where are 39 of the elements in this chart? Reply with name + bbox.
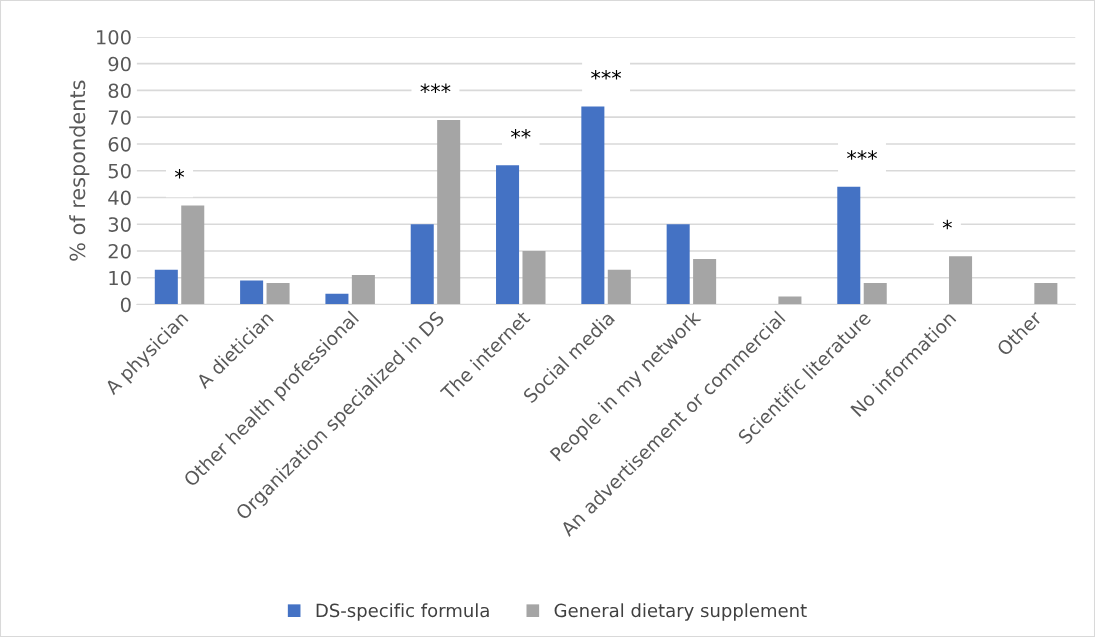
bar xyxy=(351,275,375,305)
y-axis-title: % of respondents xyxy=(69,80,90,261)
bar xyxy=(154,269,178,305)
y-tick-label: 100 xyxy=(97,29,131,45)
annotation: ** xyxy=(510,128,531,139)
bar xyxy=(410,224,434,305)
y-tick-label: 20 xyxy=(108,243,131,259)
annotation: * xyxy=(942,219,952,230)
annotation: *** xyxy=(847,150,878,160)
y-tick-label: 80 xyxy=(108,83,131,99)
y-tick-label: 50 xyxy=(108,163,131,179)
bar xyxy=(181,205,205,305)
bar xyxy=(863,283,887,305)
y-tick-label: 30 xyxy=(108,217,131,232)
annotation: *** xyxy=(420,83,451,93)
bar xyxy=(266,283,290,305)
y-tick-label: 40 xyxy=(108,190,131,206)
bar xyxy=(325,293,349,305)
bar xyxy=(949,256,973,305)
bar xyxy=(693,259,717,305)
bar xyxy=(496,165,520,305)
bar xyxy=(437,119,461,305)
bar xyxy=(581,106,605,305)
bar xyxy=(607,269,631,305)
annotation: *** xyxy=(591,70,622,80)
bar xyxy=(240,280,264,305)
legend-label: General dietary supplement xyxy=(554,603,807,621)
y-tick-label: 60 xyxy=(108,136,131,152)
bar xyxy=(837,186,861,305)
bar xyxy=(522,250,546,305)
annotation: * xyxy=(174,169,185,179)
legend-label: DS-specific formula xyxy=(316,603,489,621)
y-tick-label: 10 xyxy=(109,270,131,286)
y-tick-label: 70 xyxy=(108,110,131,125)
bar xyxy=(778,296,802,305)
bar xyxy=(1034,283,1058,305)
y-tick-label: 0 xyxy=(120,297,131,313)
bar xyxy=(666,224,690,305)
y-tick-label: 90 xyxy=(108,56,131,72)
